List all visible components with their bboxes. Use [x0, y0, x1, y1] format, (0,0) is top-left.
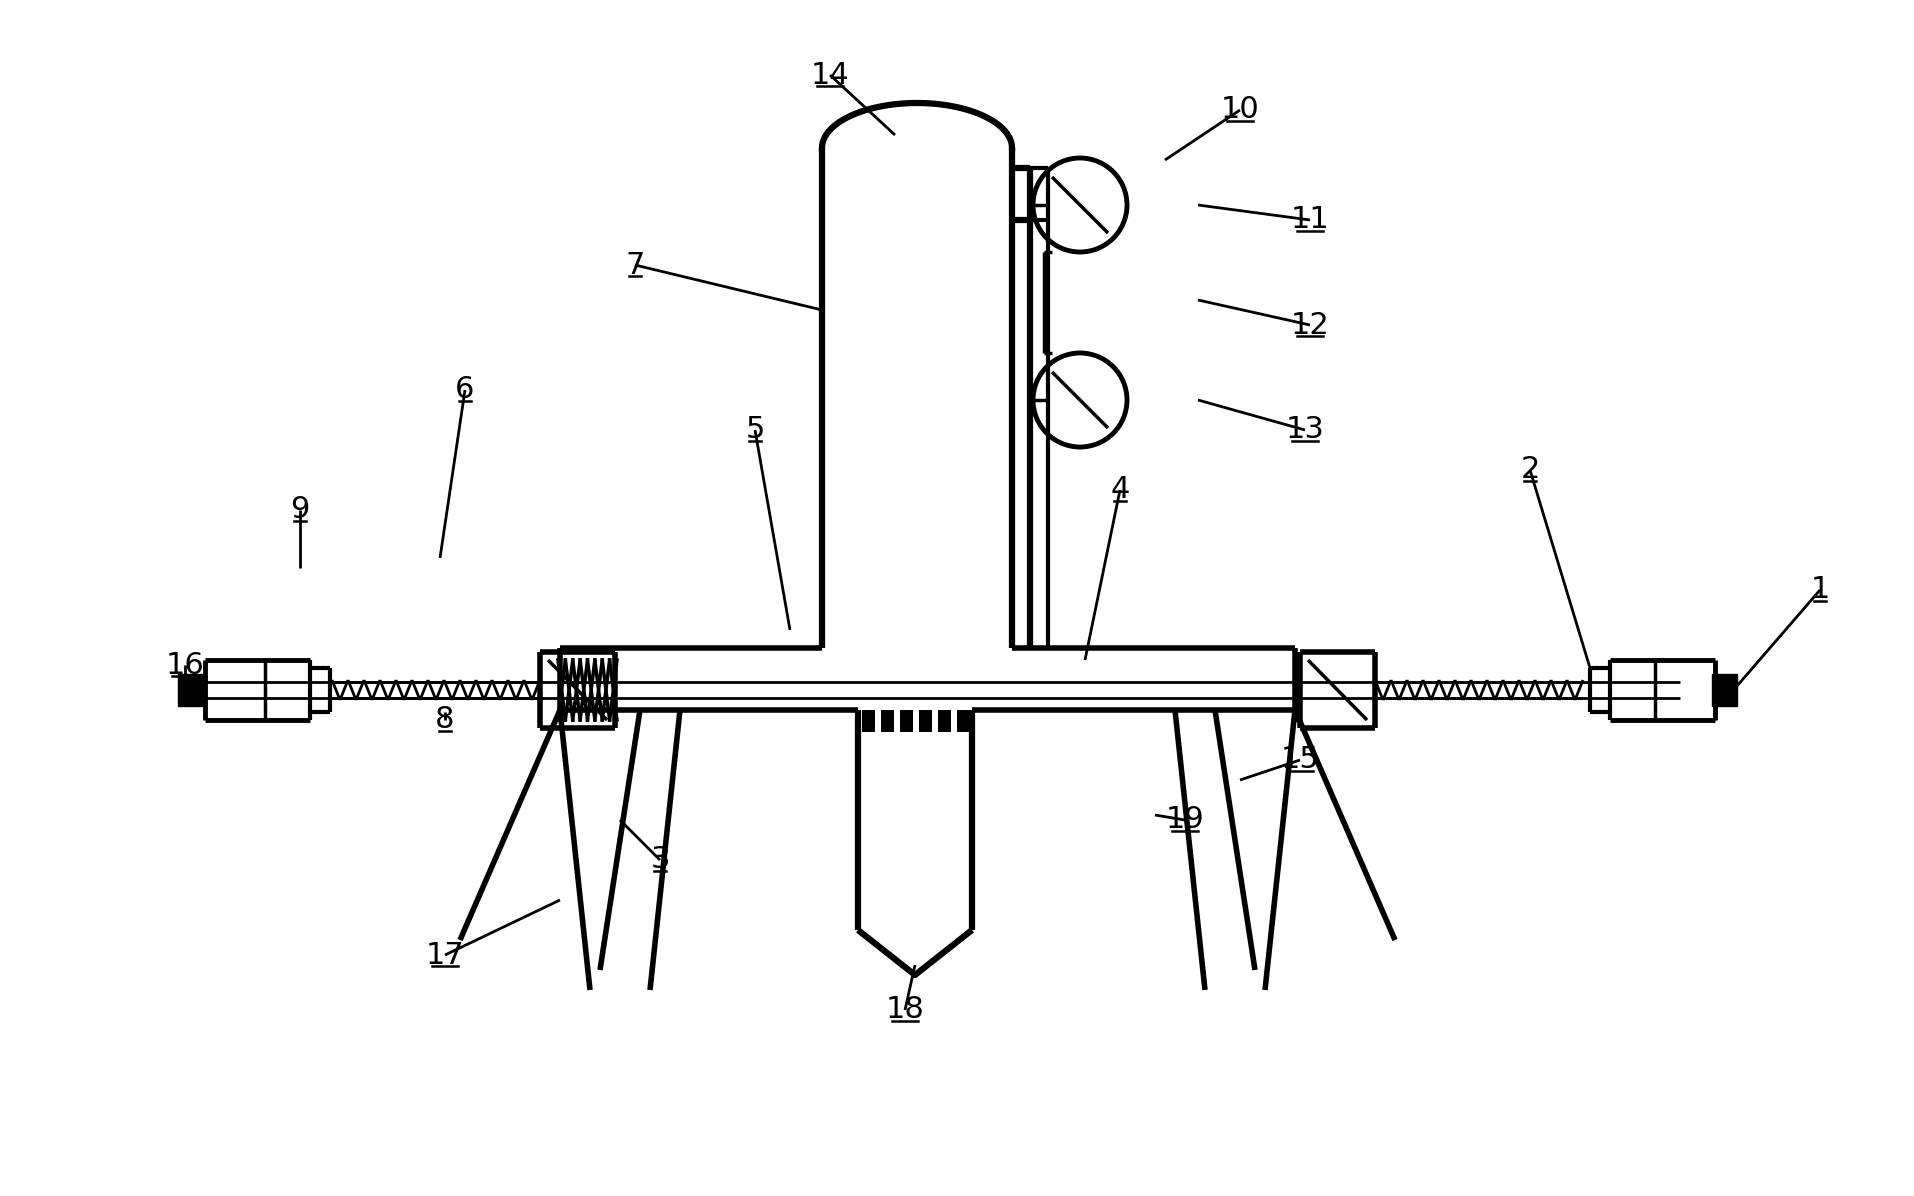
- Text: 4: 4: [1110, 476, 1129, 505]
- Text: 10: 10: [1219, 96, 1259, 124]
- Text: 9: 9: [291, 495, 310, 525]
- Text: 7: 7: [626, 250, 645, 280]
- Bar: [900, 710, 913, 732]
- Text: 1: 1: [1809, 575, 1828, 604]
- Circle shape: [1032, 353, 1127, 447]
- Text: 8: 8: [434, 706, 454, 734]
- Bar: [178, 675, 203, 706]
- Text: 18: 18: [884, 995, 924, 1025]
- Bar: [957, 710, 970, 732]
- Bar: [1711, 675, 1736, 706]
- Bar: [938, 710, 951, 732]
- Text: 15: 15: [1280, 745, 1319, 775]
- Text: 5: 5: [745, 415, 764, 445]
- Text: 6: 6: [456, 376, 475, 404]
- Text: 19: 19: [1166, 805, 1204, 835]
- Bar: [861, 710, 875, 732]
- Text: 3: 3: [651, 846, 670, 874]
- Bar: [880, 710, 894, 732]
- Text: 14: 14: [810, 61, 850, 90]
- Text: 2: 2: [1520, 456, 1539, 484]
- Text: 16: 16: [165, 651, 205, 679]
- Text: 17: 17: [425, 940, 463, 970]
- Text: 13: 13: [1284, 415, 1324, 445]
- Circle shape: [1032, 158, 1127, 252]
- Bar: [919, 710, 932, 732]
- Text: 12: 12: [1290, 311, 1328, 340]
- Text: 11: 11: [1290, 206, 1328, 234]
